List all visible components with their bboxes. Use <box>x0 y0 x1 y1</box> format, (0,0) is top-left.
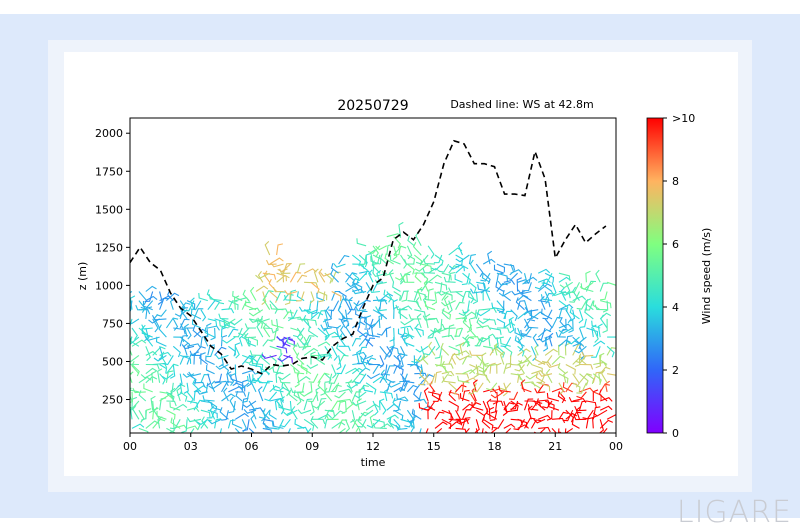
x-tick-label: 06 <box>245 440 259 453</box>
y-axis-label: z (m) <box>76 262 89 291</box>
y-tick-label: 2000 <box>95 127 123 140</box>
ws-dashed-line <box>130 139 607 375</box>
x-tick-label: 15 <box>427 440 441 453</box>
wind-barbs <box>130 221 616 433</box>
colorbar-tick-label: 8 <box>672 175 679 188</box>
colorbar-tick-label: 4 <box>672 301 679 314</box>
colorbar-tick-label: 2 <box>672 364 679 377</box>
y-tick-label: 1000 <box>95 279 123 292</box>
colorbar-tick-label: >10 <box>672 112 695 125</box>
chart-subtitle: Dashed line: WS at 42.8m <box>450 98 593 111</box>
x-tick-label: 00 <box>123 440 137 453</box>
y-tick-label: 1250 <box>95 241 123 254</box>
colorbar <box>646 117 664 434</box>
x-axis-label: time <box>361 456 386 469</box>
x-tick-label: 00 <box>609 440 623 453</box>
x-tick-label: 21 <box>548 440 562 453</box>
x-tick-label: 12 <box>366 440 380 453</box>
y-tick-label: 1500 <box>95 203 123 216</box>
x-tick-label: 03 <box>184 440 198 453</box>
y-tick-label: 750 <box>102 317 123 330</box>
colorbar-tick-label: 0 <box>672 427 679 440</box>
x-tick-label: 09 <box>305 440 319 453</box>
y-tick-label: 250 <box>102 394 123 407</box>
chart-title: 20250729 <box>337 98 408 114</box>
colorbar-label: Wind speed (m/s) <box>700 228 713 325</box>
x-tick-label: 18 <box>488 440 502 453</box>
ligare-watermark: LIGARE <box>676 495 792 530</box>
y-tick-label: 500 <box>102 355 123 368</box>
colorbar-tick-label: 6 <box>672 238 679 251</box>
y-tick-label: 1750 <box>95 165 123 178</box>
